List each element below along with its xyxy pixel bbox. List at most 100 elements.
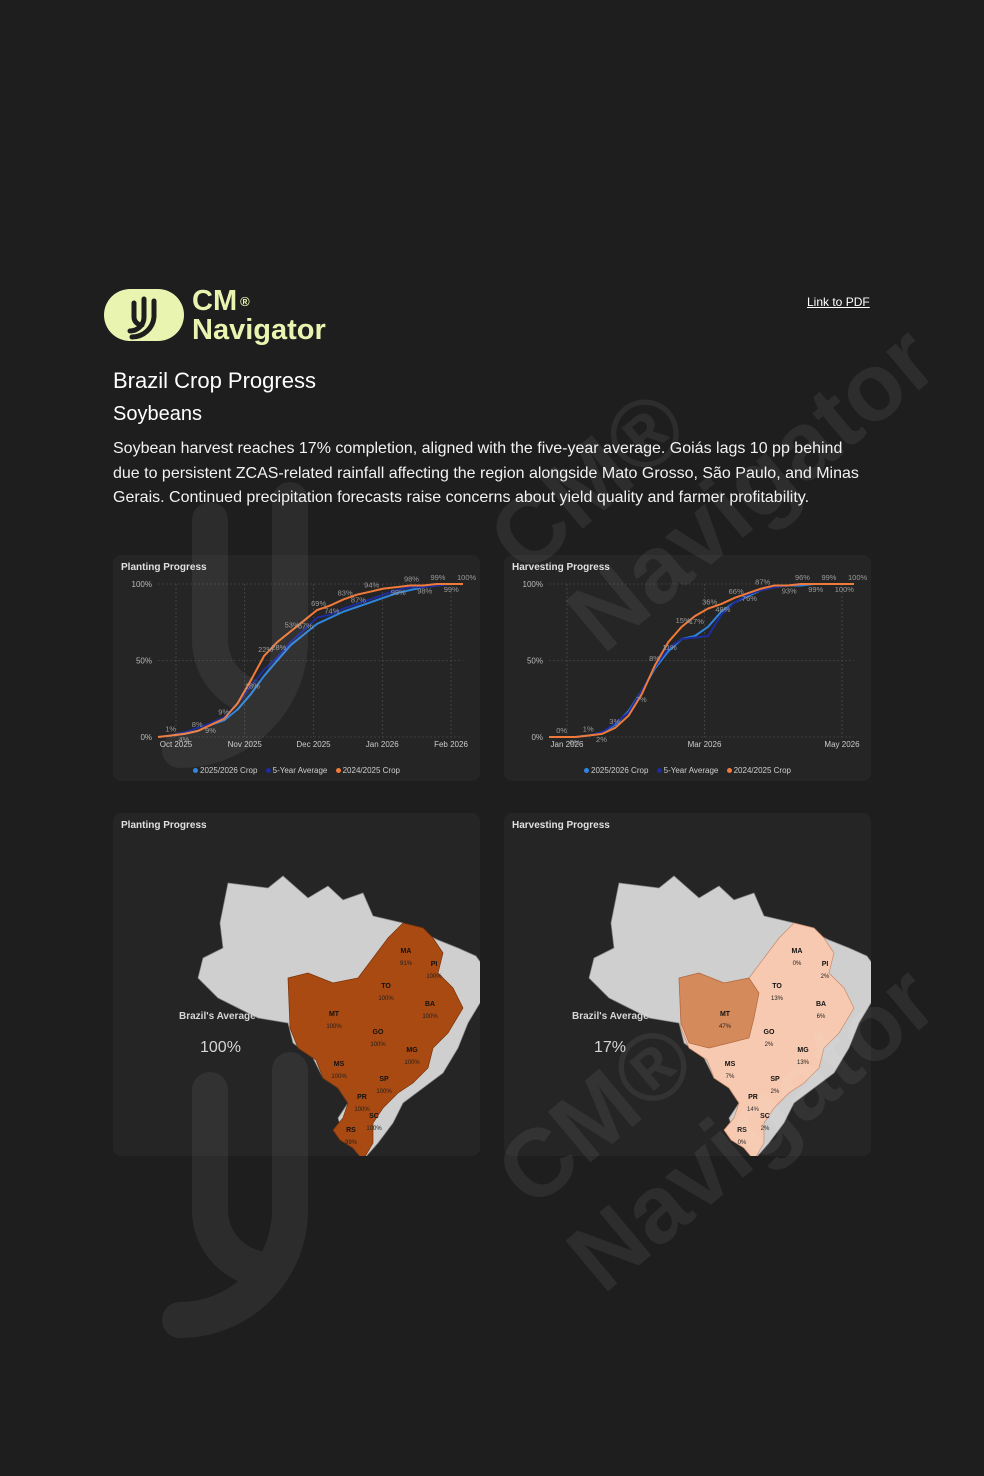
chart-legend: 2025/2026 Crop 5-Year Average 2024/2025 … bbox=[504, 766, 871, 775]
soy-states-region bbox=[287, 922, 464, 1156]
state-value-pi: 100% bbox=[426, 974, 442, 980]
state-name-pi: PI bbox=[822, 961, 829, 968]
state-value-ma: 91% bbox=[400, 961, 413, 967]
state-value-to: 100% bbox=[378, 996, 394, 1002]
chart-title: Planting Progress bbox=[121, 562, 207, 573]
page-subtitle: Soybeans bbox=[113, 403, 202, 425]
state-name-sc: SC bbox=[369, 1113, 379, 1120]
state-name-ma: MA bbox=[401, 948, 412, 955]
series-line-3 bbox=[549, 583, 854, 738]
x-tick-label: Oct 2025 bbox=[160, 740, 193, 749]
data-label: 100% bbox=[848, 575, 868, 582]
report-description: Soybean harvest reaches 17% completion, … bbox=[113, 440, 859, 506]
x-tick-label: May 2026 bbox=[824, 740, 860, 749]
x-tick-label: Jan 2026 bbox=[551, 740, 584, 749]
cm-navigator-logo bbox=[104, 289, 184, 341]
data-label: 83% bbox=[338, 588, 353, 597]
chart-legend: 2025/2026 Crop 5-Year Average 2024/2025 … bbox=[113, 766, 480, 775]
state-value-ba: 100% bbox=[422, 1014, 438, 1020]
planting-chart-panel: Planting Progress 0% 50% 100% Oct 2025 Nov 2… bbox=[113, 555, 480, 781]
x-tick-label: Dec 2025 bbox=[296, 740, 331, 749]
link-to-pdf[interactable]: Link to PDF bbox=[807, 295, 870, 309]
state-value-to: 13% bbox=[771, 996, 784, 1002]
data-label: 53% bbox=[285, 620, 300, 629]
state-name-rs: RS bbox=[737, 1127, 747, 1134]
data-label: 98% bbox=[417, 587, 432, 596]
state-name-ms: MS bbox=[334, 1061, 345, 1068]
data-label: 9% bbox=[218, 708, 229, 717]
mt-state-region bbox=[678, 972, 760, 1049]
state-value-rs: 99% bbox=[345, 1140, 358, 1146]
state-name-go: GO bbox=[373, 1029, 384, 1036]
data-label: 0% bbox=[556, 726, 567, 735]
data-label: 4% bbox=[179, 735, 190, 744]
planting-line-chart: 0% 50% 100% Oct 2025 Nov 2025 Dec 2025 Jan 202… bbox=[132, 575, 477, 749]
data-label: 1% bbox=[165, 724, 176, 733]
brazil-average-value: 17% bbox=[594, 1039, 627, 1056]
data-label: 17% bbox=[689, 617, 704, 626]
data-label: 7% bbox=[636, 695, 647, 704]
data-label: 3% bbox=[609, 717, 620, 726]
data-label: 8% bbox=[192, 720, 203, 729]
state-value-ma: 0% bbox=[793, 961, 802, 967]
data-label: 96% bbox=[795, 575, 810, 582]
state-value-sp: 100% bbox=[376, 1089, 392, 1095]
state-name-ma: MA bbox=[792, 948, 803, 955]
state-value-sc: 2% bbox=[761, 1126, 770, 1132]
data-label: 9% bbox=[205, 726, 216, 735]
harvesting-chart-panel: Harvesting Progress 0% 50% 100% Jan 2026 Mar… bbox=[504, 555, 871, 781]
state-value-ba: 6% bbox=[817, 1014, 826, 1020]
state-name-sc: SC bbox=[760, 1113, 770, 1120]
planting-map-panel: Planting Progress MA 91% PI 100% TO 100% BA 100… bbox=[113, 813, 480, 1156]
state-name-ba: BA bbox=[816, 1001, 826, 1008]
state-name-to: TO bbox=[772, 983, 782, 990]
data-label: 99% bbox=[430, 575, 445, 582]
state-name-ms: MS bbox=[725, 1061, 736, 1068]
y-tick-label: 100% bbox=[523, 580, 543, 589]
data-label: 1% bbox=[583, 724, 594, 733]
state-value-sc: 100% bbox=[366, 1126, 382, 1132]
y-tick-label: 0% bbox=[140, 733, 152, 742]
y-tick-label: 50% bbox=[136, 657, 152, 666]
state-value-ms: 7% bbox=[726, 1074, 735, 1080]
map-title: Planting Progress bbox=[121, 820, 207, 831]
state-name-rs: RS bbox=[346, 1127, 356, 1134]
data-label: 99% bbox=[808, 585, 823, 594]
data-label: 76% bbox=[742, 594, 757, 603]
harvesting-brazil-map: MA 0% PI 2% TO 13% BA 6% MT 47% GO 2% MG 13% MS 7% SP 2% P… bbox=[588, 875, 871, 1156]
brazil-average-value: 100% bbox=[200, 1039, 241, 1056]
y-tick-label: 50% bbox=[527, 657, 543, 666]
brazil-average-label: Brazil's Average bbox=[572, 1011, 649, 1022]
data-label: 100% bbox=[835, 585, 855, 594]
state-name-ba: BA bbox=[425, 1001, 435, 1008]
x-tick-label: Jan 2026 bbox=[366, 740, 399, 749]
state-value-mg: 100% bbox=[404, 1060, 420, 1066]
state-value-rs: 0% bbox=[738, 1140, 747, 1146]
state-value-ms: 100% bbox=[331, 1074, 347, 1080]
state-name-pi: PI bbox=[431, 961, 438, 968]
data-label: 0% bbox=[570, 738, 581, 747]
state-name-to: TO bbox=[381, 983, 391, 990]
state-value-go: 2% bbox=[765, 1042, 774, 1048]
data-label: 36% bbox=[702, 597, 717, 606]
data-label: 69% bbox=[311, 599, 326, 608]
state-value-mg: 13% bbox=[797, 1060, 810, 1066]
data-label: 15% bbox=[676, 616, 691, 625]
data-label: 22% bbox=[258, 645, 273, 654]
map-title: Harvesting Progress bbox=[512, 820, 610, 831]
state-value-sp: 2% bbox=[771, 1089, 780, 1095]
state-name-mt: MT bbox=[329, 1011, 340, 1018]
data-label: 18% bbox=[245, 681, 260, 690]
state-name-mg: MG bbox=[406, 1047, 418, 1054]
chart-title: Harvesting Progress bbox=[512, 562, 610, 573]
series-line-3 bbox=[157, 583, 463, 738]
state-value-pr: 14% bbox=[747, 1107, 760, 1113]
data-label: 11% bbox=[662, 643, 677, 652]
data-label: 87% bbox=[755, 578, 770, 587]
state-name-sp: SP bbox=[770, 1076, 780, 1083]
x-tick-label: Nov 2025 bbox=[228, 740, 263, 749]
x-tick-label: Feb 2026 bbox=[434, 740, 468, 749]
state-value-go: 100% bbox=[370, 1042, 386, 1048]
state-value-mt: 100% bbox=[326, 1024, 342, 1030]
y-tick-label: 100% bbox=[132, 580, 152, 589]
